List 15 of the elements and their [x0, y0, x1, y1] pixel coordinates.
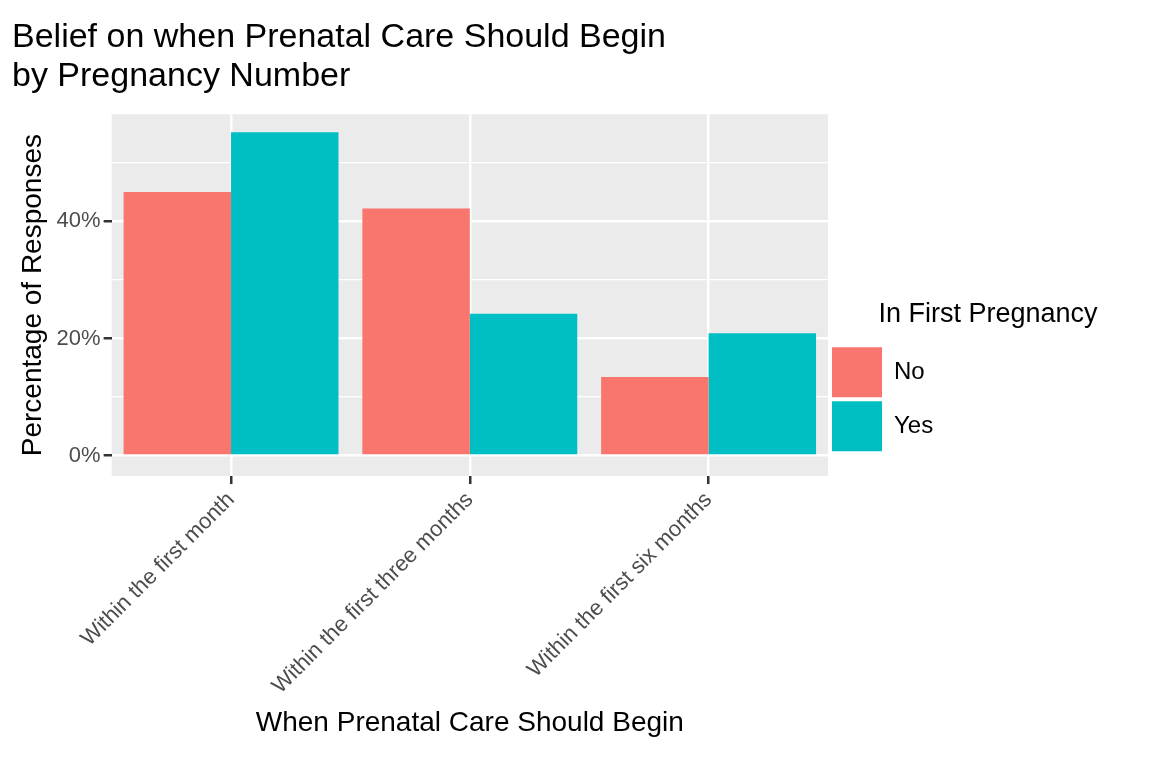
bar — [362, 208, 470, 455]
y-tick-label: 20% — [56, 324, 101, 350]
bar — [231, 132, 339, 455]
y-axis-title: Percentage of Responses — [15, 134, 47, 457]
bar — [123, 192, 232, 455]
bar — [469, 313, 578, 455]
y-tick-label: 0% — [68, 441, 101, 467]
legend-label: Yes — [894, 410, 934, 438]
x-axis-title: When Prenatal Care Should Begin — [255, 705, 684, 737]
legend-title: In First Pregnancy — [878, 297, 1099, 328]
bar — [601, 377, 709, 455]
bar — [708, 333, 817, 455]
chart-title: Belief on when Prenatal Care Should Begin by Pregnancy Number — [12, 15, 666, 94]
y-tick-label: 40% — [56, 207, 101, 233]
legend-label: No — [894, 356, 925, 384]
